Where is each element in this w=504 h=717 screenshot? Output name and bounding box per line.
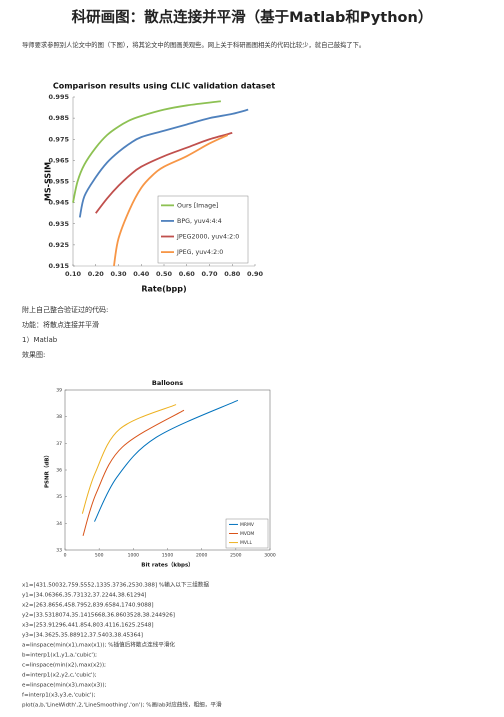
y-tick-label: 0.995 (48, 93, 69, 101)
y-tick-label: 37 (56, 441, 62, 447)
legend-label: BPG, yuv4:4:4 (177, 218, 222, 225)
x-tick-label: 0.30 (110, 270, 127, 278)
chart-title: Balloons (152, 379, 183, 387)
x-tick-label: 0.60 (179, 270, 196, 278)
x-tick-label: 500 (95, 553, 104, 559)
y-axis-label: PSNR（dB） (43, 452, 51, 488)
y-tick-label: 0.985 (48, 114, 69, 122)
x-tick-label: 1500 (162, 553, 174, 559)
code-line: x2=[263.8656,458.7952,839.6584,1740.9088… (22, 603, 154, 609)
series-line (72, 100, 221, 203)
legend-label: Ours [Image] (177, 202, 218, 209)
series-line (94, 399, 239, 522)
series-line (113, 134, 229, 267)
code-line: y3=[34.3625,35.88912,37.5403,38.45364] (22, 633, 143, 639)
x-tick-label: 2500 (230, 553, 242, 559)
series-line (81, 404, 177, 514)
title: 科研画图：散点连接并平滑（基于Matlab和Python） (72, 8, 433, 26)
code-line: y1=[34.06366,35.73132,37.2244,38.61294] (22, 593, 146, 599)
y-tick-label: 0.965 (48, 156, 69, 164)
y-tick-label: 0.915 (48, 262, 69, 270)
x-tick-label: 0.90 (247, 270, 264, 278)
x-tick-label: 3000 (264, 553, 276, 559)
y-tick-label: 35 (56, 494, 62, 500)
text-line: 效果图: (22, 350, 45, 359)
y-axis-label: MS-SSIM (44, 162, 53, 201)
series-line (95, 132, 233, 214)
code-line: x3=[253.91296,441.854,803.4116,1625.2548… (22, 623, 154, 629)
y-tick-label: 39 (56, 388, 62, 394)
x-tick-label: 0.50 (156, 270, 173, 278)
legend-label: MVLL (240, 540, 252, 546)
code-line: c=linspace(min(x2),max(x2)); (22, 663, 106, 669)
y-tick-label: 0.945 (48, 199, 69, 207)
code-line: e=linspace(min(x3),max(x3)); (22, 683, 107, 689)
x-tick-label: 0.80 (224, 270, 241, 278)
y-tick-label: 36 (56, 468, 62, 474)
x-tick-label: 0.70 (201, 270, 218, 278)
series-line (82, 409, 185, 536)
x-tick-label: 0.40 (133, 270, 150, 278)
text-line: 1）Matlab (22, 336, 58, 344)
code-line: b=interp1(x1,y1,a,'cubic'); (22, 653, 97, 659)
chart-title: Comparison results using CLIC validation… (53, 82, 276, 91)
legend-label: MVDM (240, 531, 254, 537)
intro: 导师要求参照别人论文中的图（下图），将其论文中的图画美观些。网上关于科研画图相关… (22, 40, 365, 49)
x-axis-label: Rate(bpp) (141, 285, 186, 294)
x-tick-label: 1000 (128, 553, 140, 559)
y-tick-label: 38 (56, 414, 62, 420)
y-tick-label: 33 (56, 548, 62, 554)
x-tick-label: 0 (64, 553, 67, 559)
y-tick-label: 0.935 (48, 220, 69, 228)
code-line: x1=[431.50032,759.5552,1335.3736,2530.38… (22, 581, 209, 589)
text-line: 功能：将散点连接并平滑 (22, 320, 99, 329)
text-line: 附上自己整合验证过的代码: (22, 305, 108, 314)
y-tick-label: 0.955 (48, 178, 69, 186)
x-tick-label: 0.10 (65, 270, 82, 278)
x-axis-label: Bit rates（kbps） (141, 561, 193, 569)
series-line (78, 108, 249, 218)
y-tick-label: 0.975 (48, 135, 69, 143)
code-line: f=interp1(x3,y3,e,'cubic'); (22, 693, 96, 699)
code-line: y2=[33.5318074,35.1415668,36.8603528,38.… (22, 613, 175, 619)
y-tick-label: 34 (56, 521, 62, 527)
legend-label: JPEG2000, yuv4:2:0 (176, 234, 239, 241)
y-tick-label: 0.925 (48, 241, 69, 249)
code-line: d=interp1(x2,y2,c,'cubic'); (22, 673, 97, 679)
legend-label: MRMV (240, 522, 255, 528)
legend-label: JPEG, yuv4:2:0 (176, 249, 223, 256)
x-tick-label: 2000 (196, 553, 208, 559)
x-tick-label: 0.20 (88, 270, 105, 278)
code-line: a=linspace(min(x1),max(x1)); %插值后将散点连线平滑… (22, 641, 175, 649)
code-line: plot(a,b,'LineWidth',2,'LineSmoothing','… (22, 701, 222, 709)
